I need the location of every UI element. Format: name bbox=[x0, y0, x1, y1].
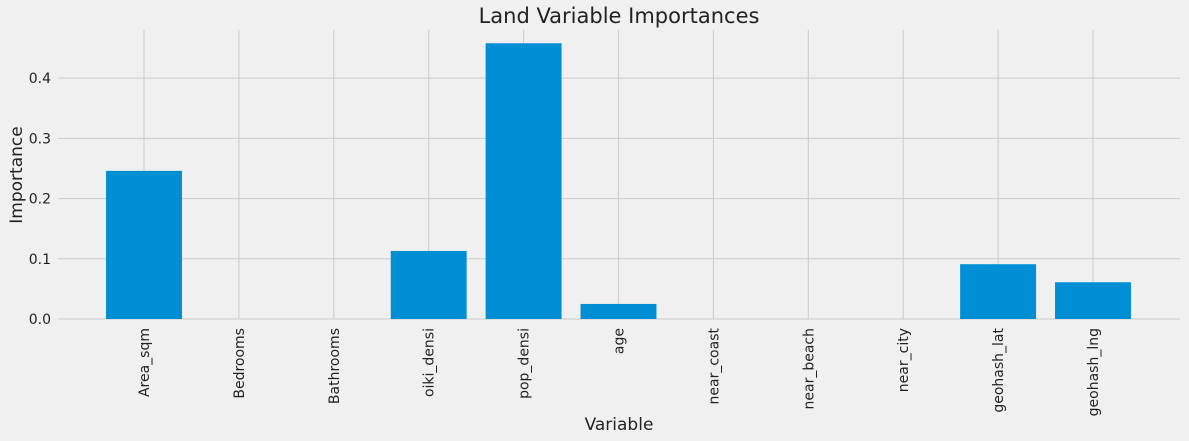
x-tick-label: geohash_lng bbox=[1086, 328, 1102, 416]
x-tick-label: oiki_densi bbox=[422, 328, 438, 397]
x-tick-label: age bbox=[612, 328, 628, 354]
y-tick-label: 0.1 bbox=[29, 252, 51, 268]
bars bbox=[106, 43, 1131, 319]
x-tick-label: near_city bbox=[896, 328, 912, 392]
x-tick-label: near_beach bbox=[801, 328, 817, 409]
y-tick-label: 0.2 bbox=[29, 192, 51, 208]
bar-age bbox=[580, 303, 657, 319]
y-tick-labels: 0.0 0.1 0.2 0.3 0.4 bbox=[29, 71, 51, 328]
x-tick-label: pop_densi bbox=[517, 328, 533, 399]
y-tick-label: 0.4 bbox=[29, 71, 51, 87]
bar-geohash-lat bbox=[960, 264, 1037, 319]
y-tick-label: 0.0 bbox=[29, 312, 51, 328]
x-tick-label: Bedrooms bbox=[232, 328, 248, 399]
bar-geohash-lng bbox=[1055, 282, 1131, 319]
y-tick-label: 0.3 bbox=[29, 131, 51, 147]
x-tick-label: near_coast bbox=[706, 327, 722, 404]
chart-title: Land Variable Importances bbox=[479, 4, 760, 28]
x-tick-labels: Area_sqm Bedrooms Bathrooms oiki_densi pop_d… bbox=[137, 327, 1102, 416]
x-axis-label: Variable bbox=[585, 415, 654, 435]
x-tick-label: Area_sqm bbox=[137, 328, 153, 397]
bar-area-sqm bbox=[106, 170, 182, 319]
grid bbox=[58, 30, 1180, 320]
x-tick-label: Bathrooms bbox=[327, 328, 343, 404]
bar-oiki-densi bbox=[390, 250, 467, 319]
bar-pop-densi bbox=[485, 43, 562, 319]
y-axis-label: Importance bbox=[7, 126, 27, 223]
x-tick-label: geohash_lat bbox=[991, 328, 1007, 413]
